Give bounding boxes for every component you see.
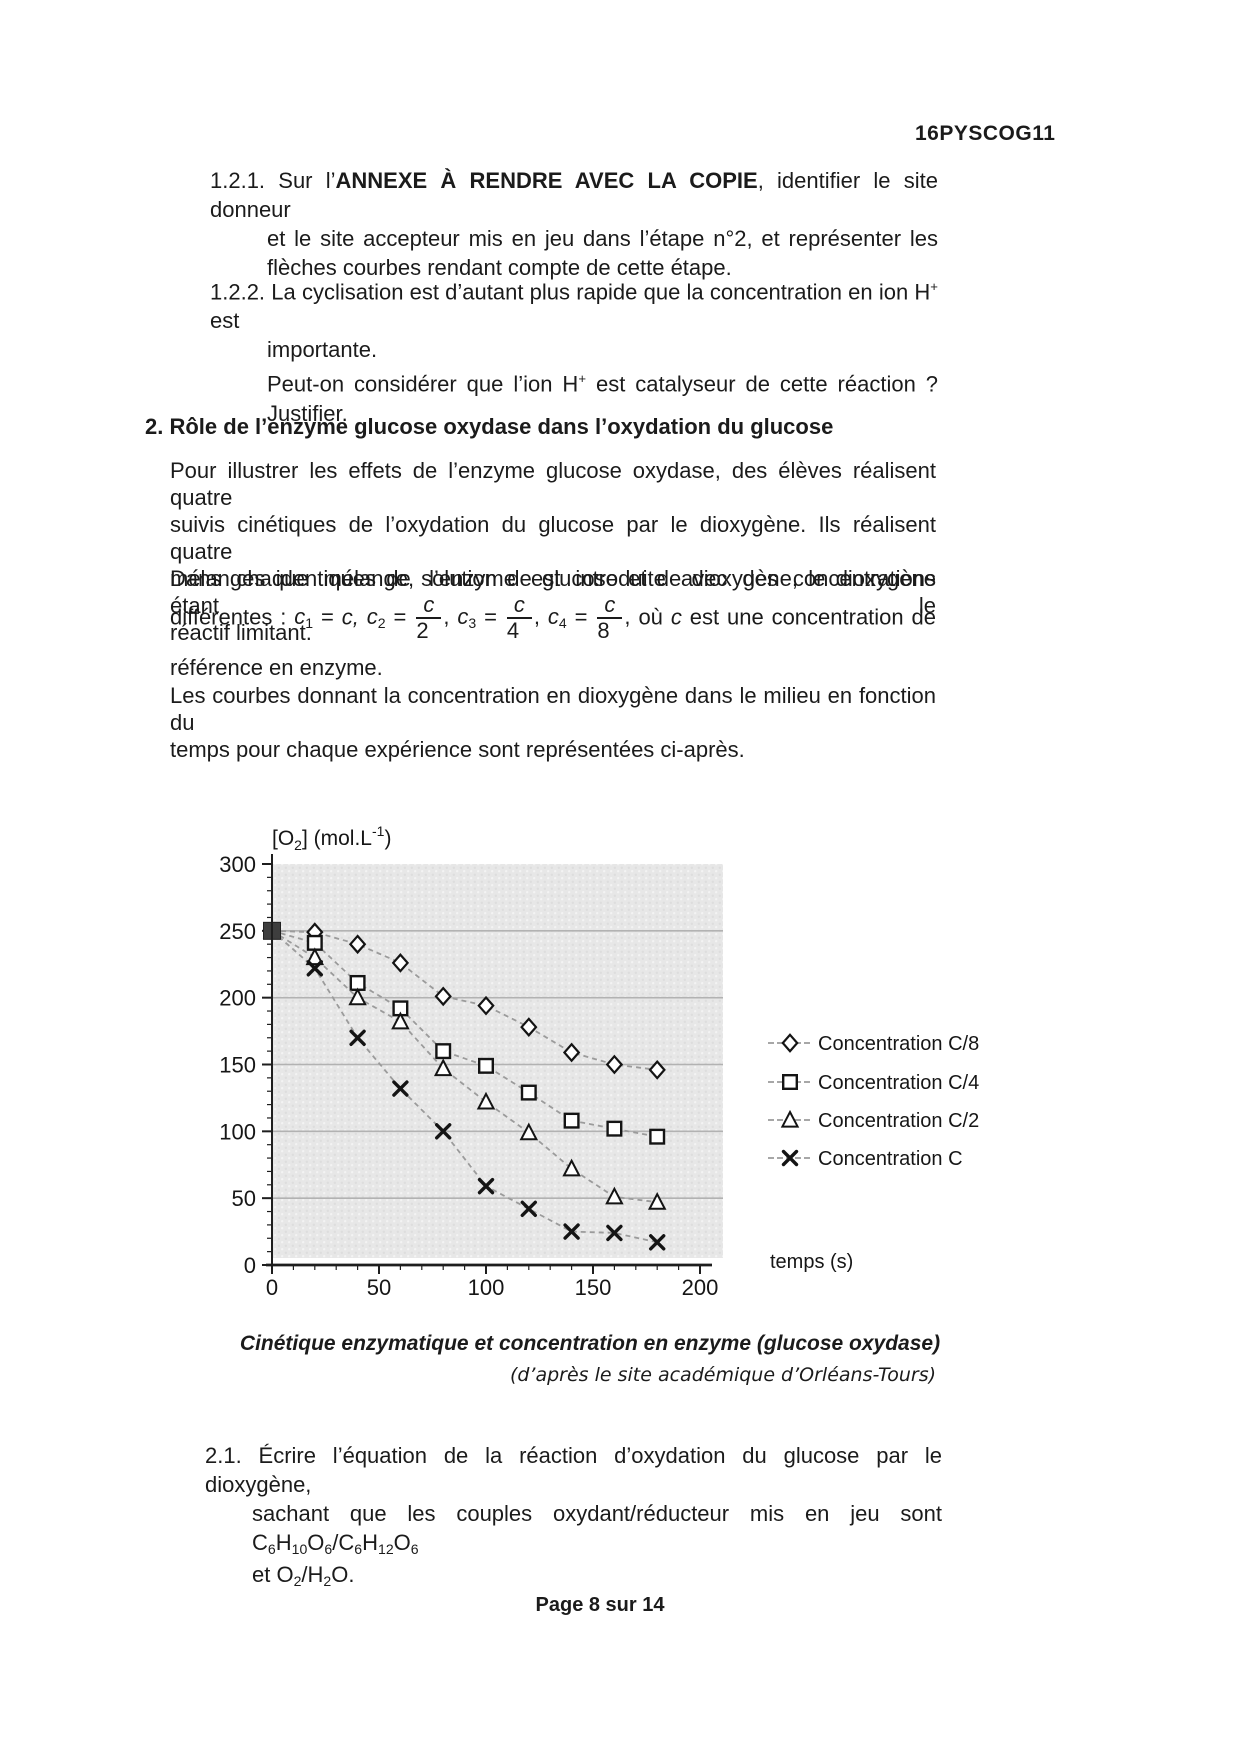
annexe-bold-text: ANNEXE À RENDRE AVEC LA COPIE [335,168,758,193]
q121-line1: 1.2.1. Sur l’ANNEXE À RENDRE AVEC LA COP… [210,168,938,222]
page-header-code: 16PYSCOG11 [915,122,1056,145]
chart-caption-title: Cinétique enzymatique et concentration e… [239,1332,941,1355]
chart-legend: Concentration C/8 Concentration C/4 Concen… [768,1033,979,1170]
intro-line: Pour illustrer les effets de l’enzyme gl… [170,458,936,510]
legend-item-concentration-c-8: Concentration C/8 [768,1033,979,1055]
svg-text:Concentration C/8: Concentration C/8 [818,1033,979,1055]
q21-number: 2.1. [205,1443,242,1468]
svg-text:Concentration C: Concentration C [818,1148,963,1170]
page-footer: Page 8 sur 14 [535,1594,665,1616]
legend-item-concentration-c-4: Concentration C/4 [768,1072,979,1094]
series-concentration-c-8 [263,920,666,1080]
curves-paragraph: Les courbes donnant la concentration en … [170,682,936,763]
svg-text:100: 100 [468,1275,505,1300]
intro-line: réactif limitant. [170,620,312,645]
c3-symbol: c3 [457,604,477,632]
q21-line1: 2.1. Écrire l’équation de la réaction d’… [205,1443,942,1497]
legend-item-concentration-c-2: Concentration C/2 [768,1109,979,1132]
plot-area [272,864,723,1258]
c2-symbol: c2 [366,604,386,632]
svg-text:150: 150 [575,1275,612,1300]
c1-symbol: c1 [294,604,314,632]
y-axis-title: [O2] (mol.L-1) [272,823,391,853]
svg-text:0: 0 [266,1275,278,1300]
svg-text:50: 50 [367,1275,391,1300]
section-2-heading: 2. Rôle de l’enzyme glucose oxydase dans… [145,414,945,440]
q122-line4: Justifier. [267,400,348,426]
x-tick-labels: 0 50 100 150 200 [266,1275,718,1300]
x-axis-title: temps (s) [770,1251,853,1273]
section-2-title: Rôle de l’enzyme glucose oxydase dans l’… [169,414,834,439]
h-plus-superscript: + [578,371,587,387]
curves-line: Les courbes donnant la concentration en … [170,683,936,735]
intro-line: suivis cinétiques de l’oxydation du gluc… [170,512,936,564]
q122-line2: importante. [267,337,378,363]
svg-text:100: 100 [219,1119,256,1144]
curves-line: temps pour chaque expérience sont représ… [170,737,745,762]
melange-line: Dans chaque mélange, l’enzyme est introd… [170,566,936,591]
svg-text:150: 150 [219,1053,256,1078]
reference-line: référence en enzyme. [170,655,383,680]
section-2-number: 2. [145,414,164,439]
svg-text:200: 200 [682,1275,719,1300]
c4-symbol: c4 [547,604,567,632]
question-1-2-2: 1.2.2. La cyclisation est d’autant plus … [210,272,938,428]
svg-text:Concentration C/2: Concentration C/2 [818,1110,979,1132]
q21-line3: et O2/H2O. [252,1562,355,1589]
q121-line3: flèches courbes rendant compte de cette … [267,255,732,280]
svg-text:250: 250 [219,919,256,944]
q122-line1: 1.2.2. La cyclisation est d’autant plus … [210,279,938,334]
svg-text:200: 200 [219,986,256,1011]
svg-text:Concentration C/4: Concentration C/4 [818,1072,979,1094]
q21-line2: sachant que les couples oxydant/réducteu… [252,1501,942,1557]
kinetics-chart: 0 50 100 150 200 250 300 0 50 100 150 200 [O2] (mol.… [219,823,979,1300]
h-plus-superscript: + [930,279,938,294]
q122-number: 1.2.2. [210,279,266,305]
question-1-2-1: 1.2.1. Sur l’ANNEXE À RENDRE AVEC LA COP… [210,166,938,282]
svg-text:300: 300 [219,852,256,877]
axes [266,854,712,1267]
redox-couple-formula: C6H10O6/C6H12O6 [252,1530,419,1557]
q121-number: 1.2.1. [210,168,266,193]
q122-line3: Peut-on considérer que l’ion H+ est cata… [267,371,938,397]
question-2-1: 2.1. Écrire l’équation de la réaction d’… [205,1441,942,1592]
intro-line: mélanges identiques de solution de gluco… [170,566,936,618]
q121-line2: et le site accepteur mis en jeu dans l’é… [267,226,938,251]
chart-caption-source: (d’après le site académique d’Orléans-To… [509,1364,936,1386]
y-tick-labels: 0 50 100 150 200 250 300 [219,852,256,1278]
y-gridlines [272,930,723,1199]
intro-paragraph: Pour illustrer les effets de l’enzyme gl… [170,457,936,646]
legend-item-concentration-c: Concentration C [768,1148,963,1170]
svg-text:0: 0 [244,1253,256,1278]
svg-text:50: 50 [232,1186,256,1211]
